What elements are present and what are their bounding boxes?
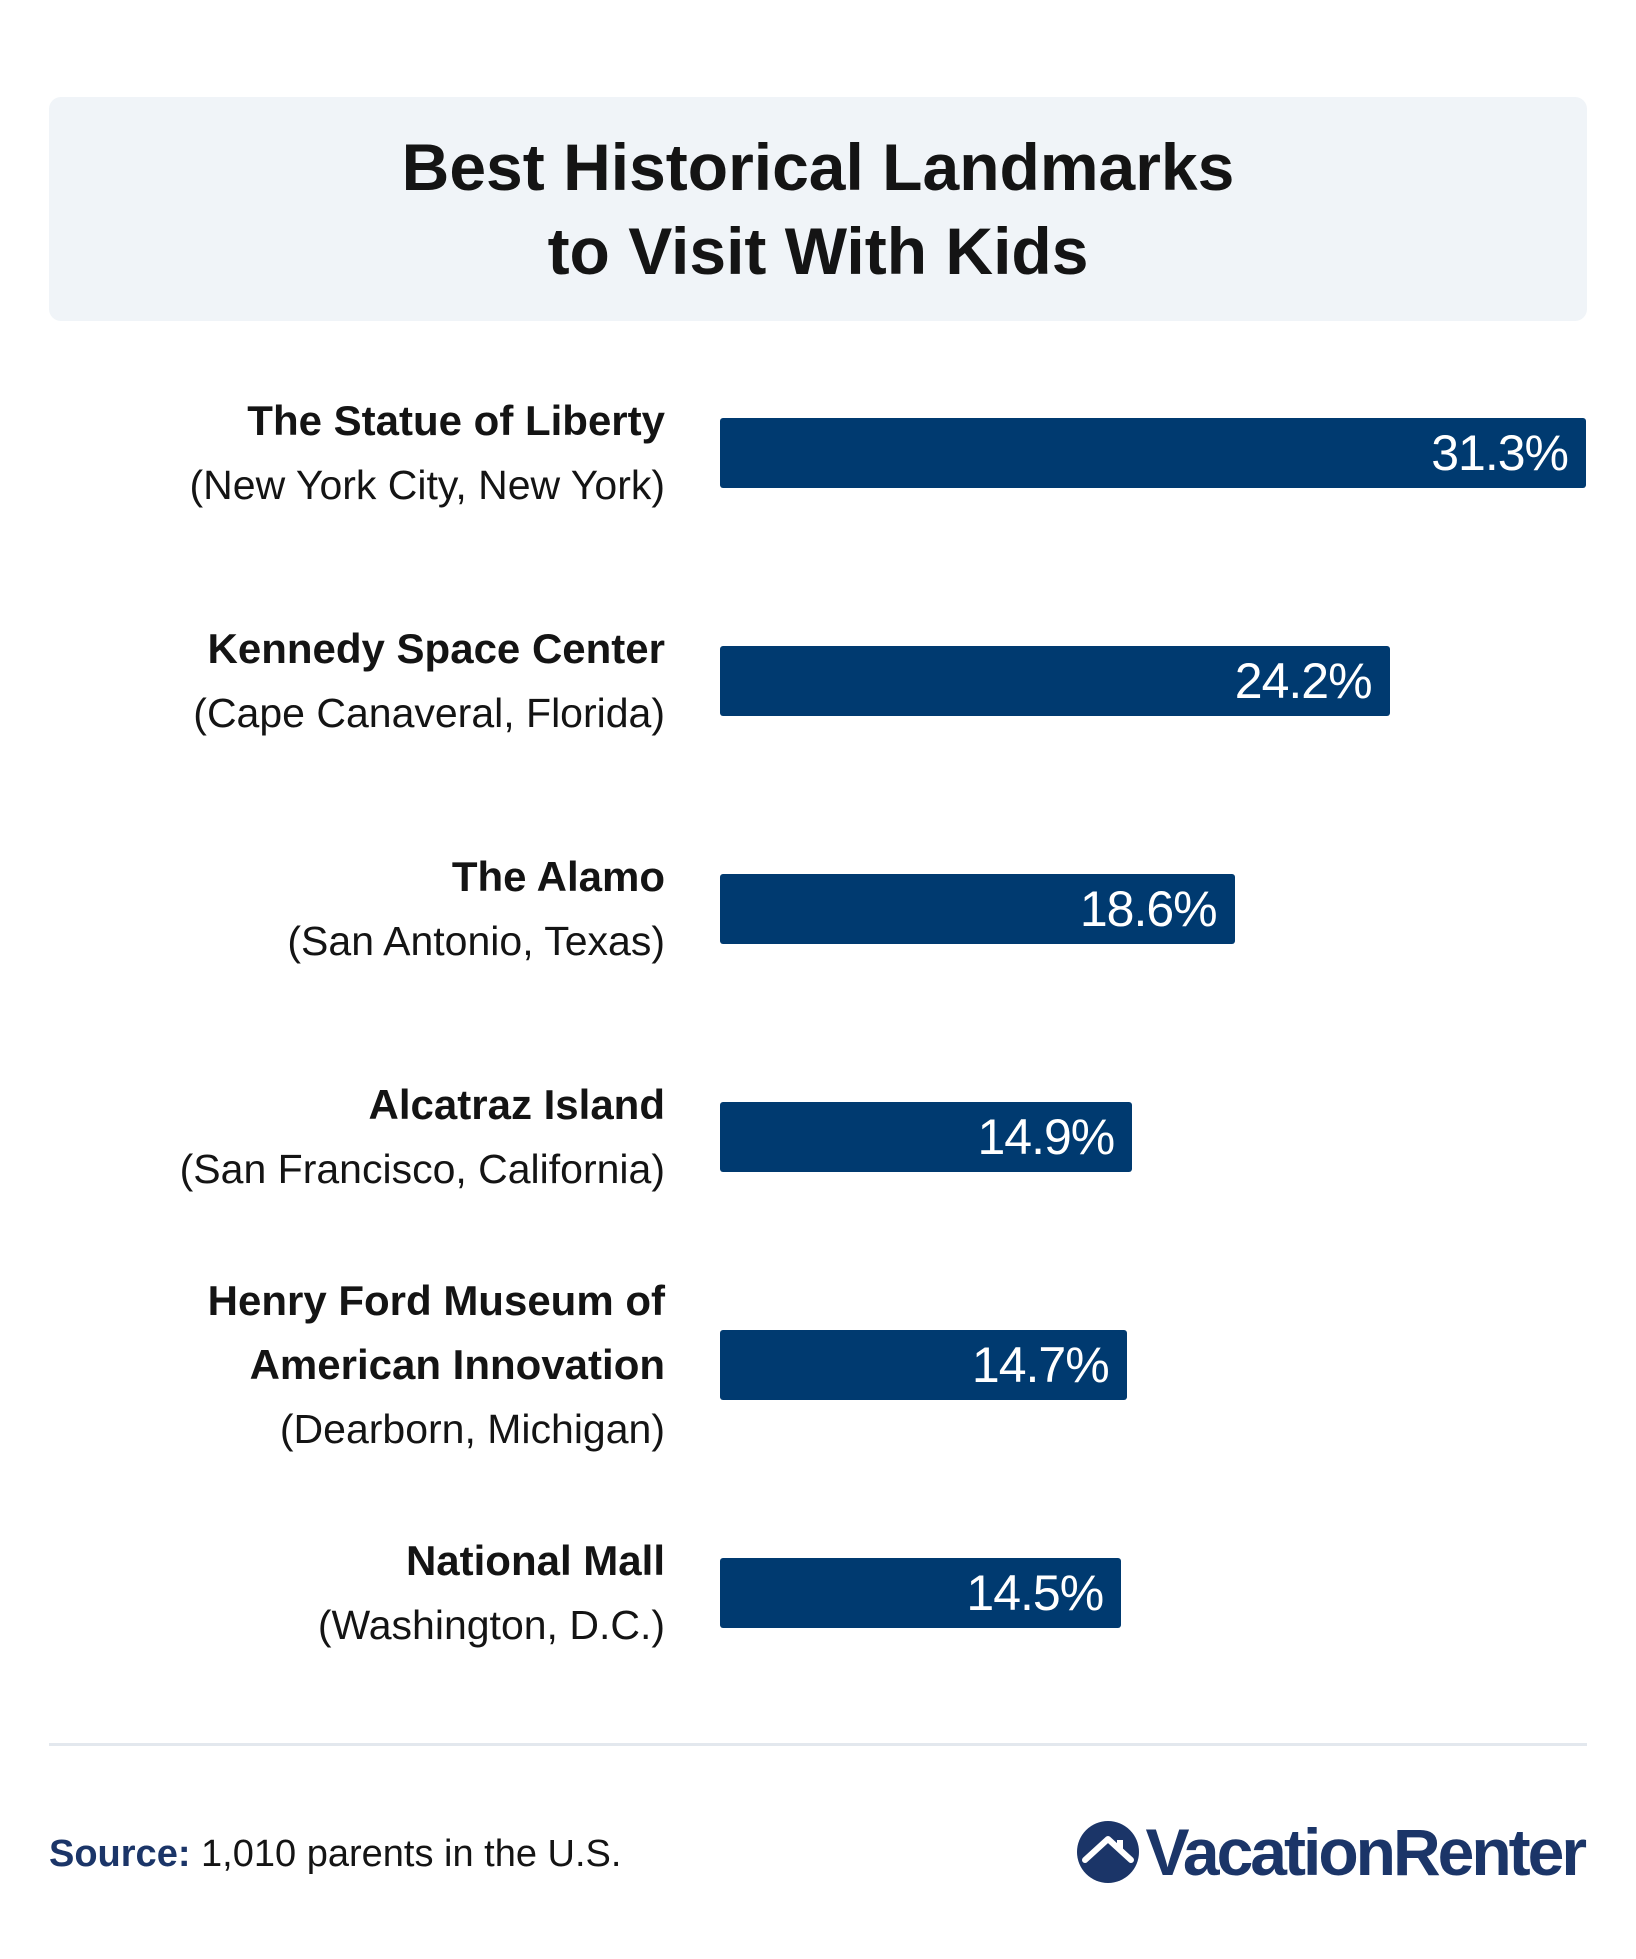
bar-value-label: 14.7% — [971, 1337, 1110, 1393]
chart-title-line-1: Best Historical Landmarks — [401, 130, 1235, 204]
footer-divider — [49, 1743, 1587, 1746]
source-label: Source: — [49, 1833, 191, 1875]
category-name: National Mall — [405, 1537, 665, 1584]
source-text: 1,010 parents in the U.S. — [201, 1833, 622, 1875]
bar: 24.2% — [720, 646, 1390, 716]
bar-value-label: 31.3% — [1431, 425, 1569, 481]
bar-chart: The Statue of Liberty (New York City, New… — [105, 389, 1586, 1657]
source-note: Source: 1,010 parents in the U.S. — [49, 1826, 621, 1882]
category-location: (New York City, New York) — [189, 462, 665, 508]
house-roof-icon — [1076, 1821, 1139, 1883]
logo-wordmark: VacationRenter — [1145, 1815, 1587, 1889]
title-banner: Best Historical Landmarks to Visit With … — [49, 97, 1587, 321]
bar: 14.7% — [720, 1330, 1127, 1400]
bar: 18.6% — [720, 874, 1235, 944]
category-label: The Statue of Liberty (New York City, New… — [105, 389, 665, 517]
chart-title-line-2: to Visit With Kids — [547, 214, 1089, 288]
bar-value-label: 24.2% — [1234, 653, 1373, 709]
bar: 31.3% — [720, 418, 1586, 488]
category-location: (Washington, D.C.) — [317, 1602, 665, 1648]
category-name: The Statue of Liberty — [247, 397, 665, 444]
category-name: American Innovation — [249, 1341, 665, 1388]
category-location: (San Francisco, California) — [179, 1146, 665, 1192]
bar: 14.5% — [720, 1558, 1122, 1628]
category-label: The Alamo (San Antonio, Texas) — [105, 845, 665, 973]
category-location: (Cape Canaveral, Florida) — [193, 690, 665, 736]
bar-value-label: 14.5% — [966, 1565, 1104, 1621]
category-name: Henry Ford Museum of — [207, 1277, 665, 1324]
vacationrenter-logo: VacationRenter — [1076, 1812, 1587, 1892]
bar: 14.9% — [720, 1102, 1133, 1172]
category-location: (San Antonio, Texas) — [287, 918, 665, 964]
bar-value-label: 14.9% — [977, 1109, 1115, 1165]
category-label: Alcatraz Island (San Francisco, Californi… — [105, 1073, 665, 1201]
bar-value-label: 18.6% — [1079, 881, 1218, 937]
category-name: Alcatraz Island — [368, 1081, 665, 1128]
category-label: Kennedy Space Center (Cape Canaveral, Flo… — [105, 617, 665, 745]
category-name: Kennedy Space Center — [207, 625, 666, 672]
category-label: National Mall (Washington, D.C.) — [105, 1529, 665, 1657]
category-location: (Dearborn, Michigan) — [279, 1406, 665, 1452]
category-label: Henry Ford Museum of American Innovation (… — [105, 1269, 665, 1461]
category-name: The Alamo — [451, 853, 665, 900]
